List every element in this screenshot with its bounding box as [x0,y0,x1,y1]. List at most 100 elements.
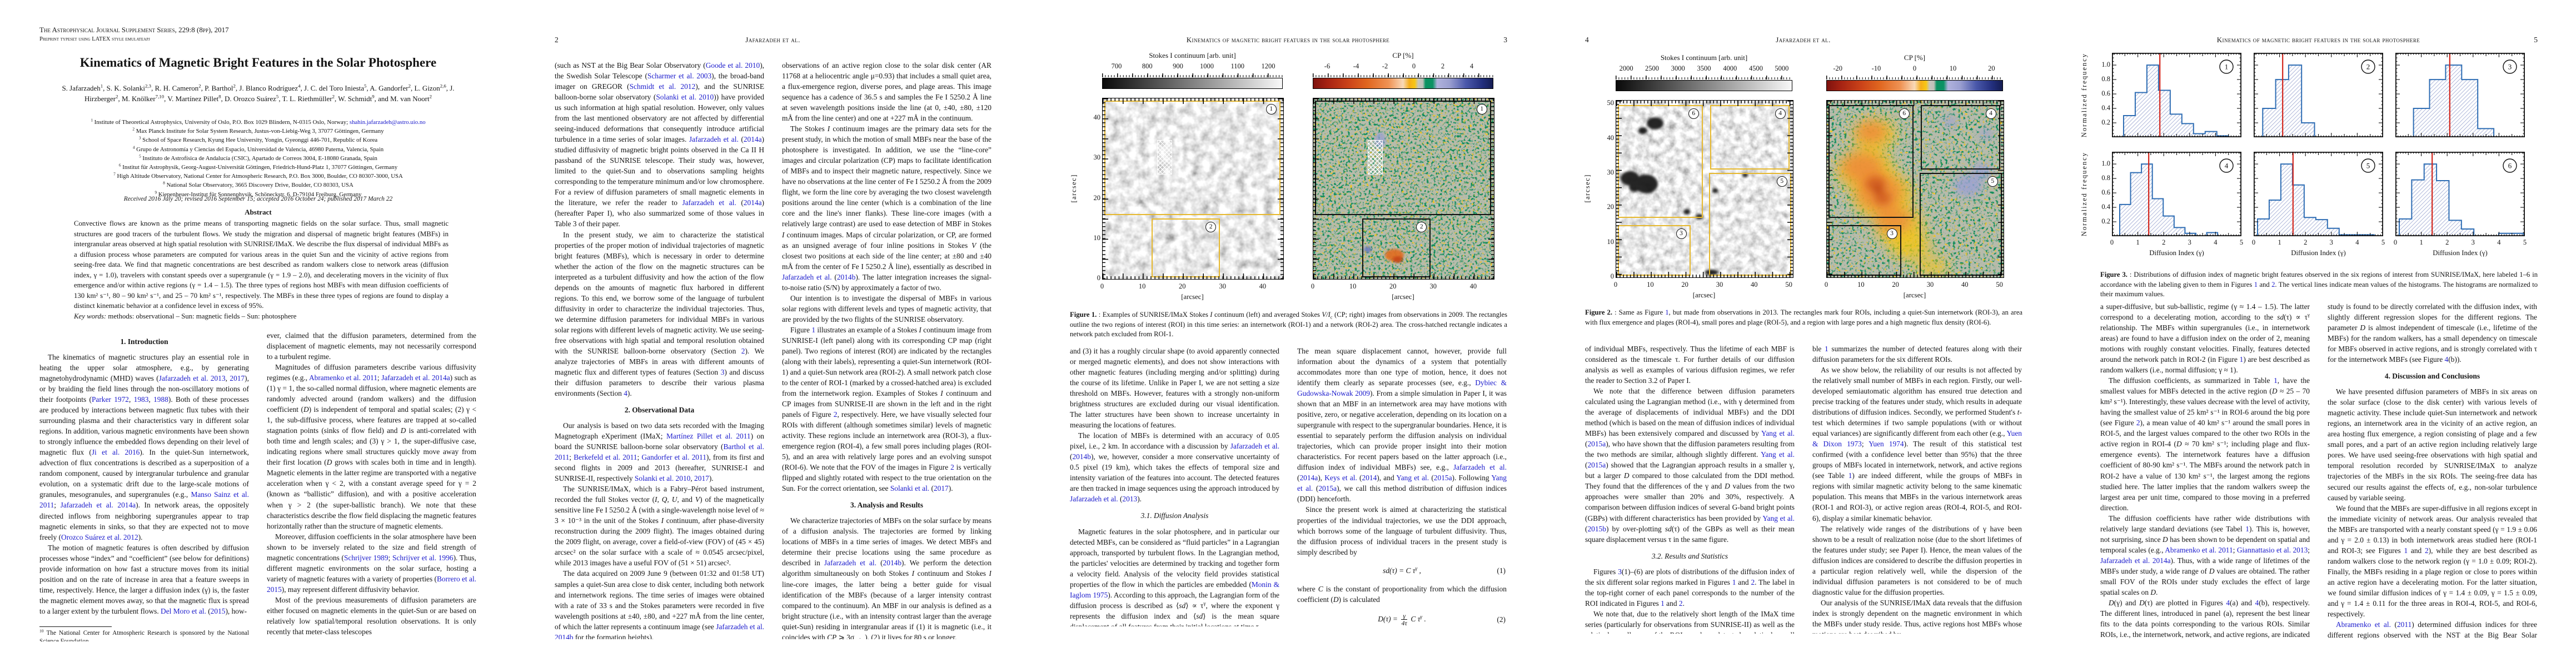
roi-label: 1 [1476,103,1487,115]
citation-link[interactable]: Giannattasio et al. 2013 [2236,545,2308,554]
citation-link[interactable]: Manso Sainz et al. 2011 [39,490,249,510]
citation-link[interactable]: Schmidt et al. 2012 [629,82,696,91]
citation-link[interactable]: 1 [2239,355,2244,364]
citation-link[interactable]: Jafarzadeh et al. [1453,463,1507,472]
roi-label: 4 [1775,108,1786,119]
citation-link[interactable]: 2014b [883,559,902,568]
citation-link[interactable]: Solanki et al. 2010 [634,474,691,483]
citation-link[interactable]: 2015b [1587,524,1606,533]
citation-link[interactable]: 2017 [933,484,949,493]
citation-link[interactable]: 2 [741,346,745,355]
citation-link[interactable]: 2 [1678,599,1683,608]
citation-link[interactable]: Del Moro et al. [161,606,206,615]
citation-link[interactable]: Yang et al. [1761,450,1795,459]
citation-link[interactable]: Jafarzadeh et al. 2014a [381,374,450,382]
citation-link[interactable]: 2014b [836,272,856,281]
citation-link[interactable]: 1 [2404,546,2408,555]
citation-link[interactable]: Borrero et al. 2015 [267,574,476,594]
citation-link[interactable]: Keys et al. [1324,474,1357,482]
citation-link[interactable]: Jafarzadeh et al. [782,272,832,281]
citation-link[interactable]: Jafarzadeh et al. [824,559,876,568]
citation-link[interactable]: 2015a [1318,484,1337,493]
citation-link[interactable]: 1 [1732,578,1736,586]
citation-link[interactable]: 2015a [1587,440,1606,449]
citation-link[interactable]: 2 [950,463,954,472]
citation-link[interactable]: Schrijver et al. 1996 [392,553,454,562]
roi-label: 6 [1899,108,1910,119]
citation-link[interactable]: Jafarzadeh et al. [682,198,736,207]
citation-link[interactable]: Yang et al. [1297,474,1507,493]
citation-link[interactable]: 2 [2271,280,2275,288]
x-axis-tick-labels: 0 10 20 30 40 50 [1614,281,1792,290]
citation-link[interactable]: 2014a [743,198,762,207]
citation-link[interactable]: Gandorfer et al. 2011 [641,453,706,462]
citation-link[interactable]: 1 [811,325,816,334]
citation-link[interactable]: 2 [2136,419,2140,427]
citation-link[interactable]: Jafarzadeh et al. [1230,442,1279,451]
citation-link[interactable]: Abramenko et al. [2336,620,2391,629]
citation-link[interactable]: Yang et al. [1761,429,1795,438]
citation-link[interactable]: Yang et al. [1396,474,1429,482]
citation-link[interactable]: 1 [2274,376,2278,385]
citation-link[interactable]: 1 [2254,280,2258,288]
citation-link[interactable]: Solanki et al. [890,484,930,493]
citation-link[interactable]: 1 [1848,471,1852,480]
citation-link[interactable]: Yuen 1974 [1869,440,1904,449]
citation-link[interactable]: Yuen & Dixon 1973 [1812,429,2022,449]
panel-number: 2 [2366,63,2370,71]
colorbar-title: Stokes I continuum [arb. unit] [1149,51,1236,59]
citation-link[interactable]: Parker 1972 [91,395,129,404]
citation-link[interactable]: Jafarzadeh et al. 2014a [2100,556,2171,565]
citation-link[interactable]: 2 [2424,546,2429,555]
citation-link[interactable]: 2014a [743,135,762,144]
citation-link[interactable]: Barthol et al. 2011 [555,442,764,462]
citation-link[interactable]: 2014b [1072,452,1091,461]
citation-link[interactable]: 3 [720,367,725,376]
citation-link[interactable]: 4 [2255,598,2259,607]
citation-link[interactable]: 3 [1618,567,1622,576]
citation-link[interactable]: 1 [1825,345,1828,353]
citation-link[interactable]: 1 [1661,599,1665,608]
citation-link[interactable]: Jafarzadeh et al. [689,135,739,144]
citation-link[interactable]: 2015a [1433,474,1452,482]
citation-link[interactable]: Abramenko et al. 2011 [308,374,377,382]
citation-link[interactable]: 2017 [694,474,709,483]
citation-link[interactable]: Scharmer et al. 2003 [647,72,712,81]
citation-link[interactable]: Abramenko et al. 2011 [2165,545,2233,554]
citation-link[interactable]: 2015a [1587,461,1606,470]
citation-link[interactable]: 4 [2444,355,2449,364]
citation-link[interactable]: Monin & Iaglom 1975 [1070,580,1279,599]
citation-link[interactable]: Jafarzadeh et al. 2014a [60,501,136,510]
citation-link[interactable]: 2015 [210,606,226,615]
citation-link[interactable]: Dybiec & Gudowska-Nowak 2009 [1297,379,1507,398]
citation-link[interactable]: 2017 [230,374,245,383]
citation-link[interactable]: Yang et al. [1762,514,1795,522]
citation-link[interactable]: 1988 [153,395,168,404]
citation-link[interactable]: Solanki et al. 2010 [656,93,714,102]
citation-link[interactable]: 1 [1665,308,1669,316]
citation-link[interactable]: Martínez Pillet et al. 2011 [666,432,751,441]
citation-link[interactable]: 1983 [133,395,149,404]
citation-link[interactable]: Jafarzadeh et al. 2013 [158,374,226,383]
citation-link[interactable]: 2014 [1362,474,1377,482]
citation-link[interactable]: Orozco Suárez et al. 2012 [61,532,138,541]
paragraph: The mean square displacement cannot, how… [1297,347,1507,504]
citation-link[interactable]: 2 [1751,578,1755,586]
cp-colorbar [1313,78,1493,89]
citation-link[interactable]: 2013 [1122,495,1138,504]
citation-link[interactable]: Schrijver 1989 [344,553,388,562]
citation-link[interactable]: 2 [833,410,838,419]
citation-link[interactable]: 2011 [2396,620,2412,629]
citation-link[interactable]: shahin.jafarzadeh@astro.uio.no [349,119,426,126]
citation-link[interactable]: Ji et al. 2016 [91,448,140,457]
paragraph: Most of the previous measurements of dif… [267,595,476,636]
citation-link[interactable]: 1 [2245,524,2249,533]
plage-core [1866,116,1992,205]
citation-link[interactable]: Jafarzadeh et al. 2014b [555,622,764,639]
citation-link[interactable]: 2014a [1299,474,1318,482]
citation-link[interactable]: 4 [624,389,627,397]
citation-link[interactable]: Goode et al. 2010 [705,61,760,69]
citation-link[interactable]: 4 [2226,598,2230,607]
citation-link[interactable]: Berkefeld et al. 2011 [574,453,637,462]
citation-link[interactable]: Jafarzadeh et al. [1070,495,1118,504]
